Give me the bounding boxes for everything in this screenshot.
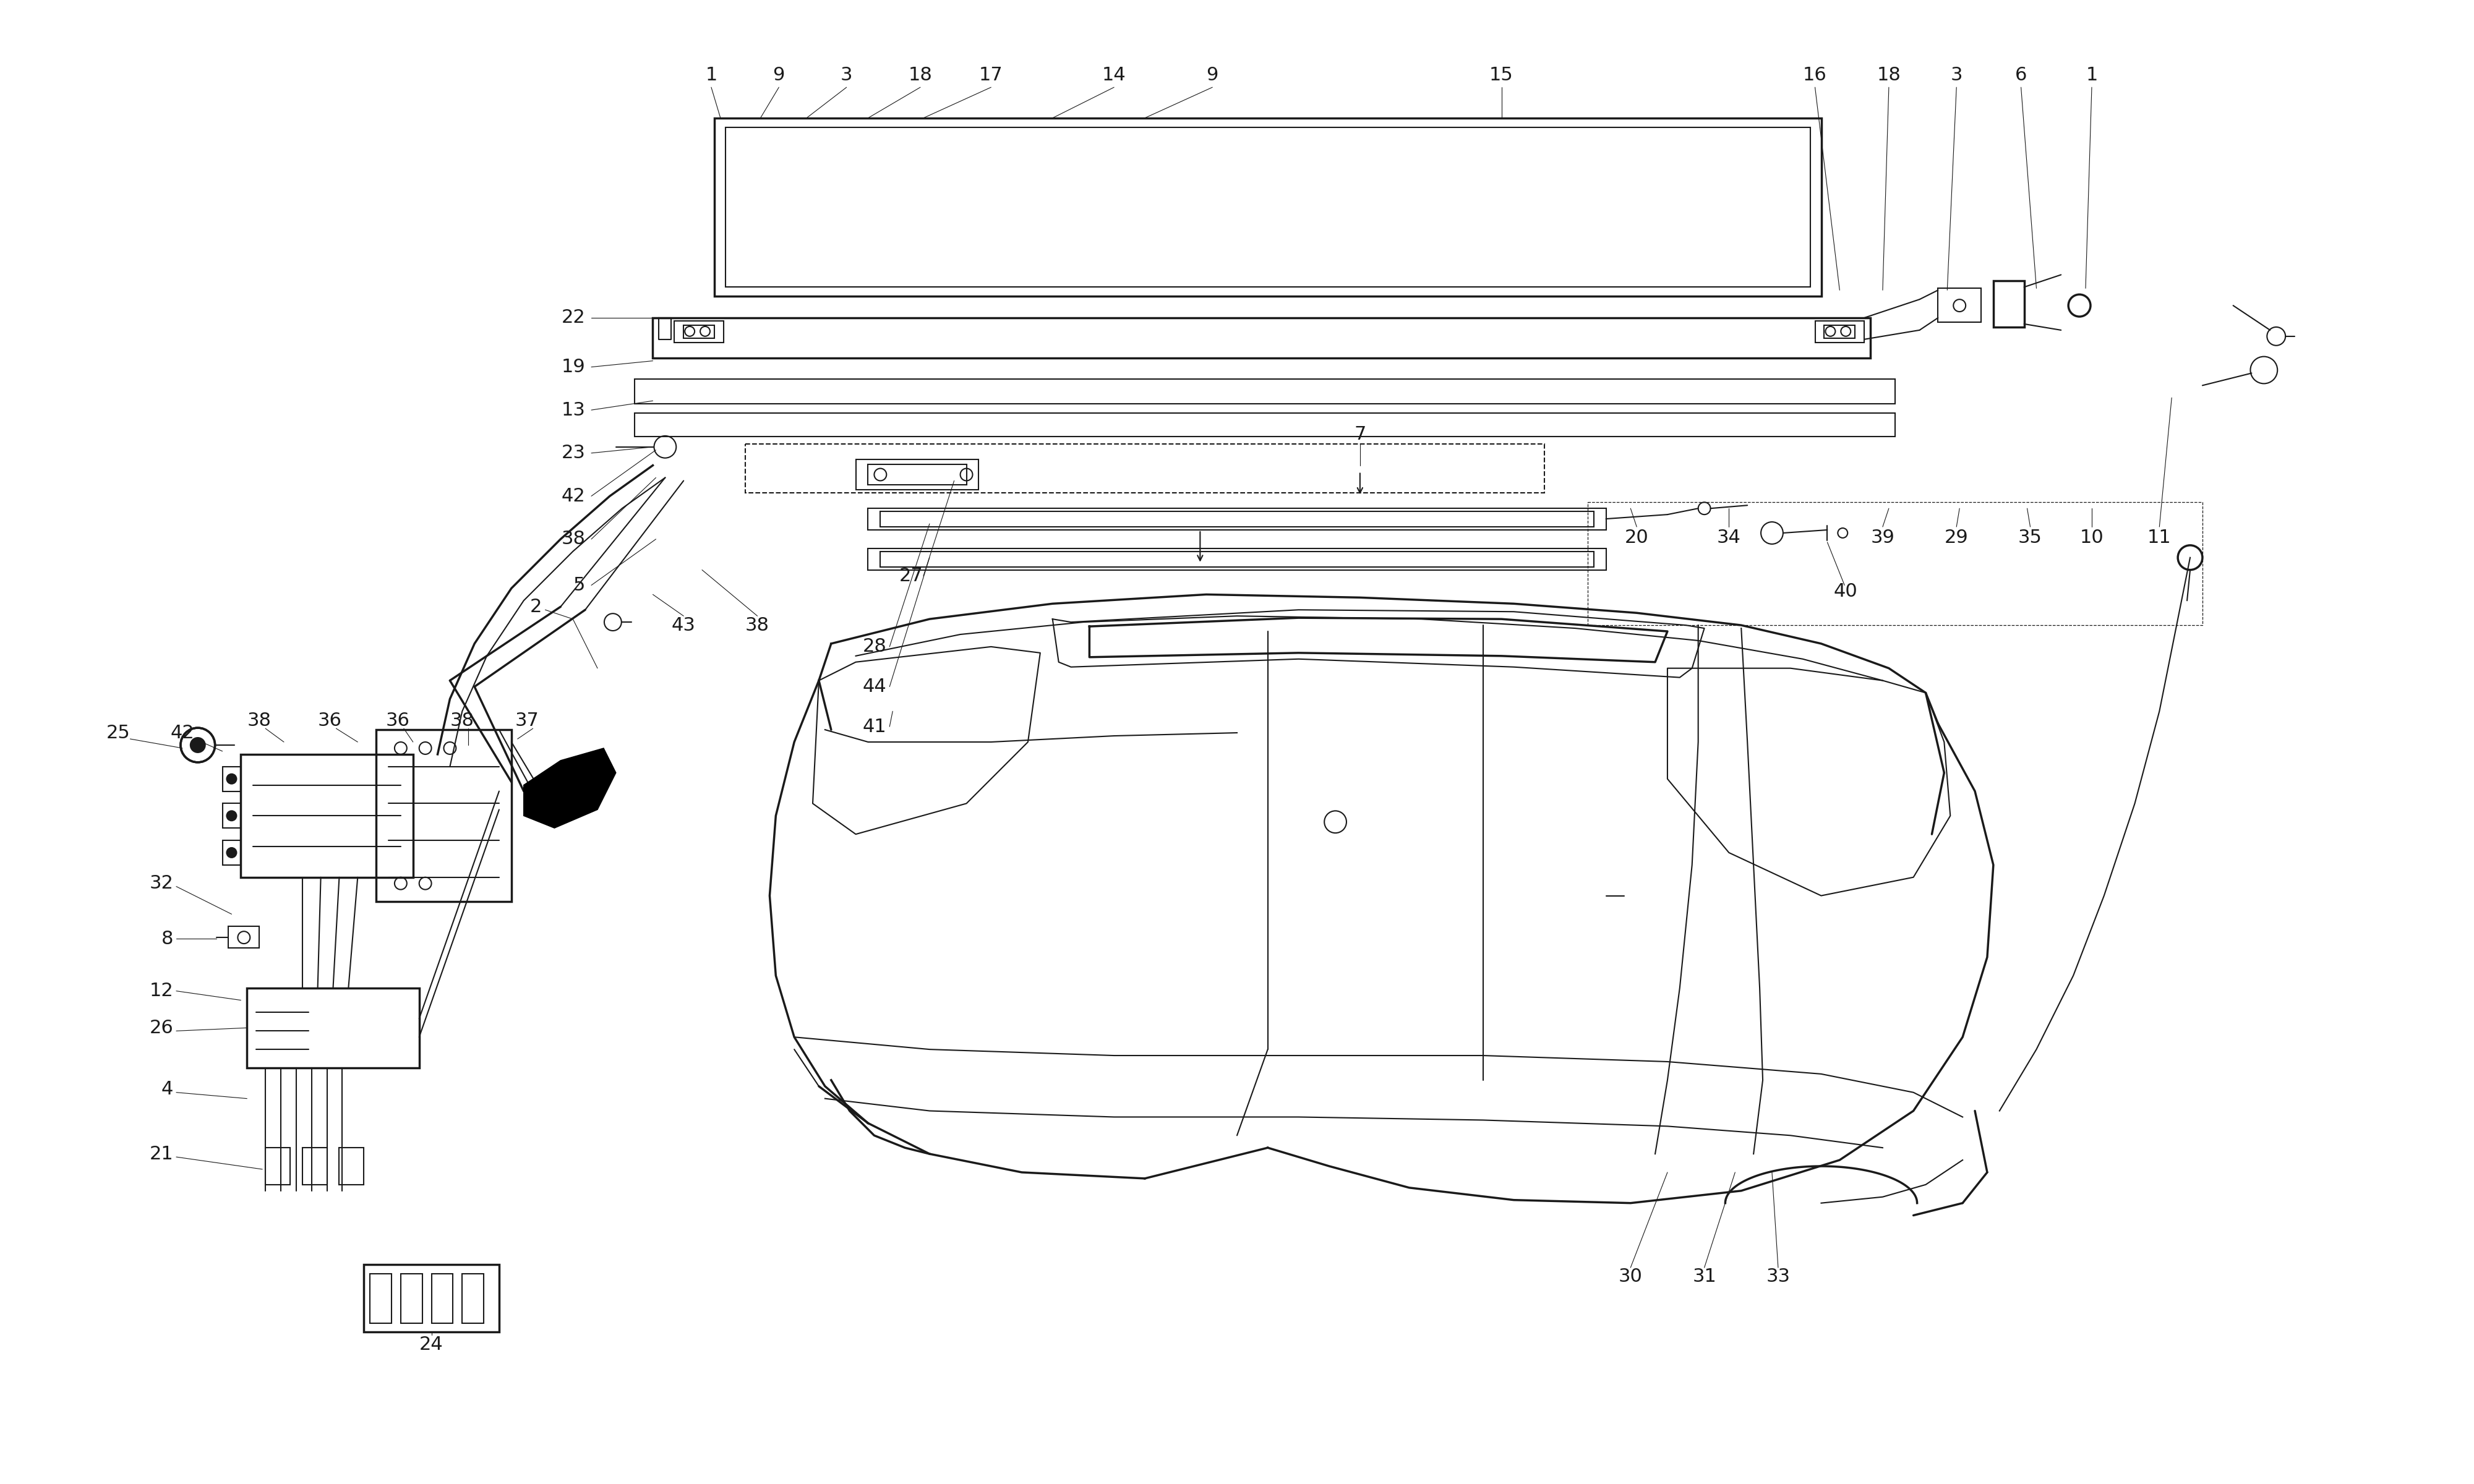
Text: 29: 29 [1945,528,1969,548]
Bar [868,509,1606,530]
Text: 18: 18 [908,65,933,85]
Bar [1816,321,1865,343]
Polygon shape [524,748,616,828]
Text: 31: 31 [1692,1267,1717,1285]
Text: 18: 18 [1878,65,1900,85]
Bar [633,380,1895,404]
Text: 1: 1 [2086,65,2098,85]
Bar [228,926,260,948]
Text: 38: 38 [450,711,475,730]
Bar [430,1273,453,1322]
Text: 11: 11 [2147,528,2172,548]
Bar [401,1273,423,1322]
Bar [881,552,1593,567]
Bar [675,321,722,343]
Bar [715,119,1821,297]
Text: 36: 36 [386,711,411,730]
Text: 30: 30 [1618,1267,1643,1285]
Text: 36: 36 [319,711,341,730]
Bar [881,512,1593,527]
Circle shape [228,810,238,821]
Bar [1588,502,2202,625]
Bar [868,464,967,485]
Text: 39: 39 [1870,528,1895,548]
Text: 5: 5 [574,576,586,594]
Text: 10: 10 [2081,528,2103,548]
Text: 3: 3 [841,65,854,85]
Text: 9: 9 [772,65,784,85]
Bar [364,1264,500,1333]
Text: 25: 25 [106,724,131,742]
Bar [725,128,1811,286]
Text: 44: 44 [863,678,886,696]
Text: 42: 42 [171,724,195,742]
Bar [371,1273,391,1322]
Text: 28: 28 [863,638,886,656]
Bar [856,459,980,490]
Bar [339,1147,364,1184]
Bar [745,444,1544,493]
Text: 14: 14 [1101,65,1126,85]
Circle shape [190,738,205,752]
Text: 17: 17 [980,65,1002,85]
Text: 24: 24 [421,1336,443,1353]
Bar [1994,280,2024,326]
Text: 26: 26 [148,1020,173,1037]
Bar [302,1147,327,1184]
Text: 20: 20 [1625,528,1648,548]
Text: 1: 1 [705,65,717,85]
Bar [265,1147,289,1184]
Text: 38: 38 [562,530,586,548]
Text: 22: 22 [562,309,586,326]
Bar [376,730,512,902]
Bar [223,840,240,865]
Text: 8: 8 [161,930,173,948]
Text: 13: 13 [562,401,586,418]
Circle shape [228,847,238,858]
Text: 42: 42 [562,487,586,505]
Bar [633,413,1895,436]
Bar [683,325,715,338]
Text: 19: 19 [562,358,586,375]
Bar [223,767,240,791]
Bar [1937,288,1982,322]
Text: 9: 9 [1207,65,1217,85]
Text: 38: 38 [247,711,272,730]
Bar [1823,325,1856,338]
Text: 32: 32 [148,874,173,892]
Text: 16: 16 [1804,65,1826,85]
Text: 33: 33 [1766,1267,1791,1285]
Text: 23: 23 [562,444,586,462]
Bar [463,1273,485,1322]
Bar [240,754,413,877]
Text: 38: 38 [745,616,769,634]
Circle shape [228,775,238,784]
Bar [247,988,418,1068]
Bar [653,318,1870,358]
Text: 27: 27 [901,567,923,585]
Text: 12: 12 [148,982,173,1000]
Text: 6: 6 [2014,65,2026,85]
Text: 41: 41 [863,718,886,736]
Text: 43: 43 [670,616,695,634]
Text: 3: 3 [1950,65,1962,85]
Text: 35: 35 [2019,528,2041,548]
Text: 4: 4 [161,1080,173,1098]
Text: 37: 37 [515,711,539,730]
Text: 34: 34 [1717,528,1742,548]
Text: 15: 15 [1489,65,1514,85]
Text: 7: 7 [1353,426,1366,444]
Text: 40: 40 [1833,582,1858,601]
Text: 2: 2 [529,598,542,616]
Text: 21: 21 [148,1146,173,1163]
Bar [868,549,1606,570]
Bar [223,803,240,828]
